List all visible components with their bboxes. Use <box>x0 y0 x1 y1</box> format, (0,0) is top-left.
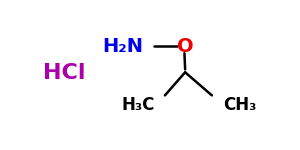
Text: CH₃: CH₃ <box>224 96 257 114</box>
Text: H₂N: H₂N <box>102 37 143 56</box>
Text: O: O <box>177 37 194 56</box>
Text: HCl: HCl <box>43 63 86 83</box>
Text: H₃C: H₃C <box>122 96 155 114</box>
